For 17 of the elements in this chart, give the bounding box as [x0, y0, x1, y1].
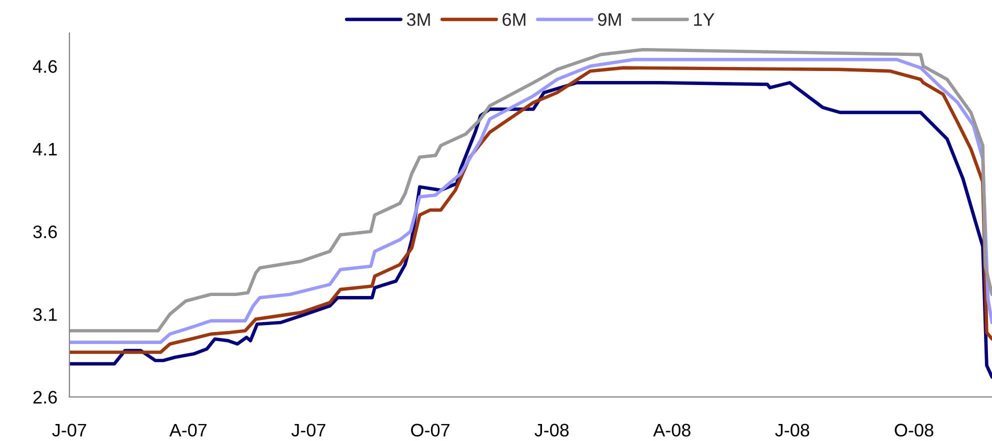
x-tick-label: A-08 — [653, 424, 690, 437]
x-tick-label: J-07 — [52, 424, 86, 437]
x-tick-label: A-07 — [169, 424, 207, 437]
legend-label: 1Y — [694, 13, 714, 26]
y-tick-label: 4.6 — [32, 60, 57, 73]
x-tick-label: J-08 — [775, 424, 810, 437]
x-tick-label: J-07 — [291, 424, 326, 437]
y-tick-label: 3.1 — [33, 308, 57, 321]
legend-label: 3M — [406, 13, 430, 26]
y-tick-label: 3.6 — [33, 225, 57, 238]
x-tick-label: J-08 — [534, 424, 569, 437]
legend-label: 6M — [502, 13, 526, 26]
y-tick-label: 4.1 — [32, 142, 57, 156]
y-tick-label: 2.6 — [33, 390, 57, 404]
x-tick-label: O-08 — [894, 424, 934, 437]
x-tick-label: O-07 — [411, 424, 450, 437]
legend-label: 9M — [598, 13, 621, 26]
